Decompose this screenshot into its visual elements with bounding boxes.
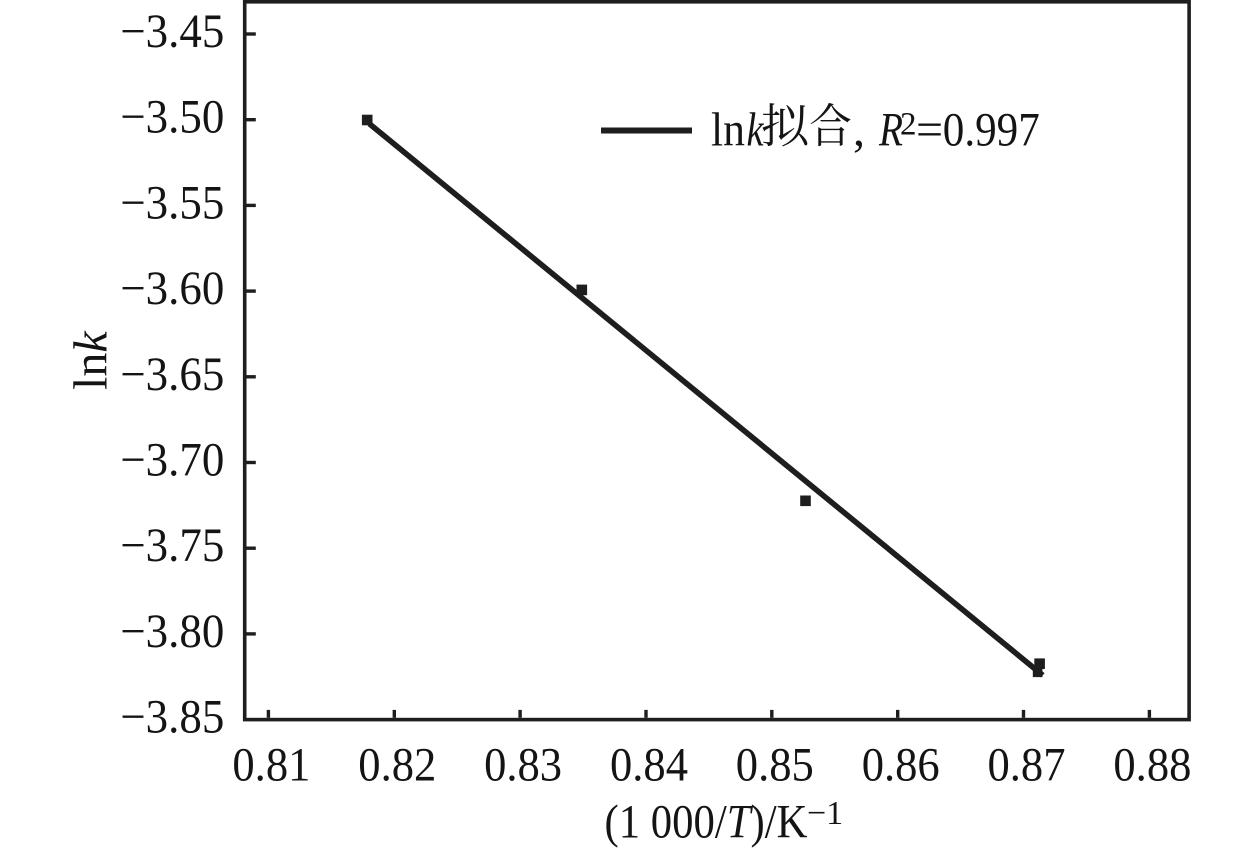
- svg-text:−3.80: −3.80: [120, 605, 224, 658]
- svg-text:0.88: 0.88: [1113, 739, 1191, 792]
- svg-text:lnk: lnk: [65, 330, 118, 390]
- svg-text:k: k: [747, 104, 765, 157]
- svg-text:−3.75: −3.75: [120, 519, 224, 572]
- svg-text:−3.85: −3.85: [120, 691, 224, 744]
- svg-text:−3.60: −3.60: [120, 262, 224, 315]
- svg-text:0.997: 0.997: [943, 104, 1040, 157]
- svg-text:0.86: 0.86: [862, 739, 940, 792]
- svg-text:−3.50: −3.50: [120, 91, 224, 144]
- svg-text:R: R: [878, 104, 903, 157]
- svg-text:0.83: 0.83: [484, 739, 562, 792]
- svg-text:0.81: 0.81: [232, 739, 310, 792]
- svg-text:(1 000/T)/K: (1 000/T)/K: [605, 796, 808, 849]
- svg-text:−3.55: −3.55: [120, 176, 224, 229]
- svg-text:0.87: 0.87: [988, 739, 1066, 792]
- svg-text:ln: ln: [711, 104, 745, 157]
- svg-text:0.82: 0.82: [358, 739, 436, 792]
- svg-text:−3.70: −3.70: [120, 434, 224, 487]
- svg-text:−3.45: −3.45: [120, 5, 224, 58]
- svg-text:−1: −1: [807, 795, 843, 832]
- svg-text:−3.65: −3.65: [120, 348, 224, 401]
- svg-text:0.85: 0.85: [736, 739, 814, 792]
- svg-text:0.84: 0.84: [610, 739, 688, 792]
- svg-text:=: =: [916, 104, 943, 157]
- svg-text:2: 2: [900, 107, 917, 143]
- svg-text:,: ,: [853, 104, 865, 157]
